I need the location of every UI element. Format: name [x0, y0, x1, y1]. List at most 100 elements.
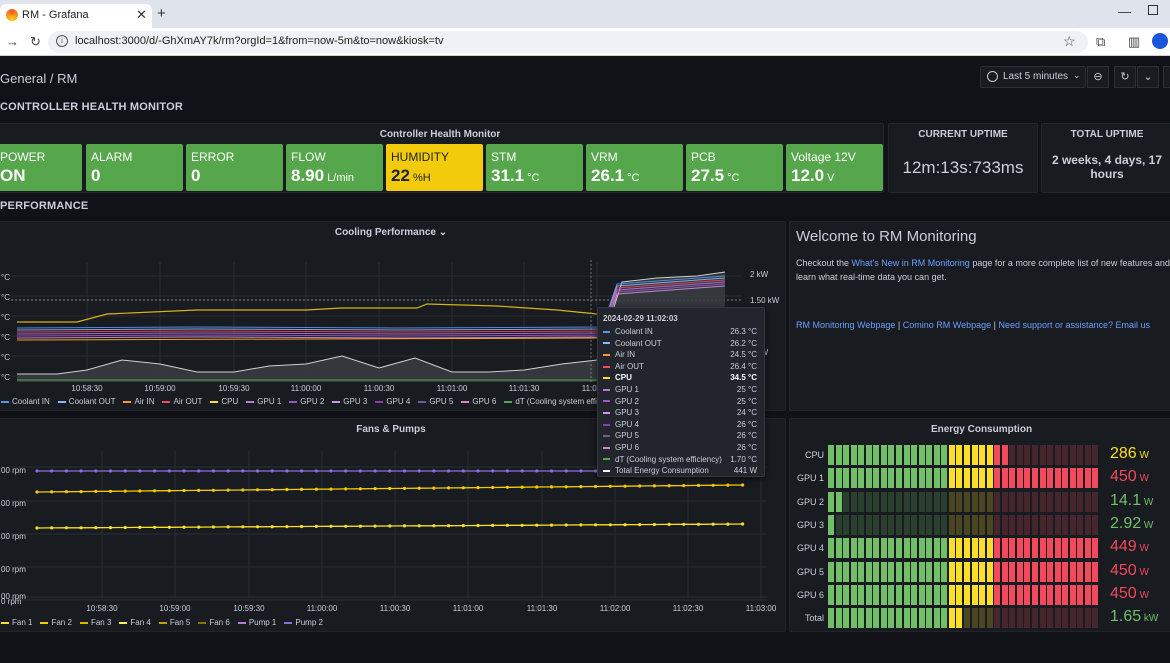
comino-webpage-link[interactable]: Comino RM Webpage — [902, 320, 992, 330]
refresh-button[interactable]: ↻ — [1114, 66, 1136, 88]
time-range-picker[interactable]: Last 5 minutes ⌄ — [980, 66, 1086, 88]
gauge-cell — [994, 584, 1001, 605]
forward-icon[interactable]: → — [6, 34, 19, 49]
fan-series-lower-point — [667, 522, 671, 526]
minimize-icon[interactable]: — — [1118, 4, 1131, 19]
fan-series-lower-point — [682, 522, 686, 526]
cooling-title[interactable]: Cooling Performance — [334, 227, 436, 238]
fan-series-lower-point — [579, 523, 583, 527]
energy-value: 450 W — [1110, 585, 1149, 603]
legend-item[interactable]: GPU 5 — [418, 397, 453, 406]
gauge-cell — [926, 561, 933, 582]
sidepanel-icon[interactable]: ▥ — [1128, 34, 1141, 49]
fan-series-lower-point — [652, 522, 657, 527]
legend-item[interactable]: Air IN — [123, 397, 154, 406]
pump-series-point — [270, 469, 274, 473]
extensions-icon[interactable]: ⧉ — [1096, 34, 1106, 49]
close-tab-icon[interactable]: ✕ — [136, 7, 147, 22]
tooltip-time: 2024-02-29 11:02:03 — [603, 314, 678, 323]
maximize-icon[interactable] — [1148, 5, 1158, 15]
gauge-cell — [835, 468, 842, 489]
row-performance[interactable]: PERFORMANCE — [0, 200, 89, 212]
bookmark-star-icon[interactable]: ☆ — [1063, 33, 1076, 49]
legend-label: GPU 1 — [257, 397, 282, 406]
gauge-cell — [896, 584, 903, 605]
legend-item[interactable]: Coolant OUT — [57, 397, 115, 406]
more-button[interactable] — [1163, 66, 1170, 88]
gauge-cell — [880, 561, 887, 582]
legend-item[interactable]: Pump 1 — [237, 618, 276, 627]
browser-tab[interactable]: RM - Grafana ✕ — [0, 4, 152, 28]
gauge-cell — [964, 468, 971, 489]
gauge-cell — [865, 514, 872, 535]
stat-value: 31.1 °C — [491, 166, 540, 186]
site-info-icon[interactable]: i — [56, 35, 68, 47]
legend-item[interactable]: GPU 6 — [461, 397, 496, 406]
gauge-cell — [1092, 584, 1099, 605]
gauge-cell — [1084, 491, 1091, 512]
gauge-cell — [850, 491, 857, 512]
gauge-cell — [1009, 468, 1016, 489]
stat-unit: L/min — [324, 172, 355, 184]
row-controller-health[interactable]: CONTROLLER HEALTH MONITOR — [0, 101, 184, 113]
gauge-cell — [843, 445, 850, 465]
legend-item[interactable]: Fan 6 — [198, 618, 230, 627]
stat-value: ON — [0, 166, 26, 186]
legend-item[interactable]: dT (Cooling system efficiency) — [504, 397, 622, 406]
x-tick-label: 10:59:00 — [159, 604, 191, 613]
fan-series-lower-point — [402, 524, 407, 528]
legend-item[interactable]: GPU 4 — [375, 397, 410, 406]
gauge-cell — [1077, 584, 1084, 605]
legend-item[interactable]: Fan 2 — [40, 618, 72, 627]
fan-series-lower-point — [564, 523, 568, 527]
energy-label: GPU 4 — [796, 543, 824, 554]
reload-icon[interactable]: ↻ — [30, 34, 41, 49]
fan-series-lower-point — [388, 524, 392, 528]
legend-item[interactable]: GPU 1 — [246, 397, 281, 406]
refresh-interval-button[interactable]: ⌄ — [1137, 66, 1159, 88]
legend-item[interactable]: Fan 3 — [79, 618, 111, 627]
profile-avatar[interactable] — [1152, 33, 1168, 49]
gauge-cell — [1077, 514, 1084, 535]
address-bar[interactable]: i localhost:3000/d/-GhXmAY7k/rm?orgId=1&… — [48, 31, 1088, 53]
series-name: GPU 4 — [615, 419, 640, 429]
gauge-cell — [1084, 584, 1091, 605]
gauge-cell — [1069, 514, 1076, 535]
legend-item[interactable]: GPU 2 — [289, 397, 324, 406]
gauge-cell — [1054, 608, 1061, 629]
legend-item[interactable]: CPU — [210, 397, 238, 406]
legend-swatch — [1, 400, 9, 403]
series-name: Air IN — [615, 350, 635, 360]
stat-number: 12.0 — [791, 166, 825, 185]
legend-item[interactable]: Air OUT — [162, 397, 202, 406]
url-text[interactable]: localhost:3000/d/-GhXmAY7k/rm?orgId=1&fr… — [75, 35, 444, 47]
gauge-cell — [918, 445, 925, 465]
series-name: CPU — [615, 373, 632, 383]
legend-item[interactable]: Coolant IN — [1, 397, 50, 406]
fan-series-lower — [35, 522, 745, 530]
breadcrumb[interactable]: General / RM — [0, 71, 78, 86]
rm-webpage-link[interactable]: RM Monitoring Webpage — [796, 320, 896, 330]
gauge-cell — [956, 561, 963, 582]
series-name: Air OUT — [615, 361, 644, 371]
gauge-cell — [1009, 561, 1016, 582]
zoom-out-button[interactable]: ⊖ — [1087, 66, 1109, 88]
fan-series-upper-point — [652, 484, 657, 488]
support-link[interactable]: Need support or assistance? Email us — [998, 320, 1151, 330]
legend-item[interactable]: Pump 2 — [284, 618, 323, 627]
separator: | — [991, 320, 999, 330]
legend-item[interactable]: Fan 5 — [158, 618, 190, 627]
stat-value: 26.1 °C — [591, 166, 640, 186]
tooltip-row: GPU 3 24 °C — [603, 408, 761, 417]
new-tab-button[interactable]: + — [157, 5, 166, 22]
legend-item[interactable]: GPU 3 — [332, 397, 367, 406]
legend-item[interactable]: Fan 1 — [1, 618, 32, 627]
gauge-cell — [1024, 561, 1031, 582]
energy-number: 286 — [1110, 445, 1137, 462]
gauge-cell — [903, 468, 910, 489]
gauge-cell — [1016, 561, 1023, 582]
whats-new-link[interactable]: What's New in RM Monitoring — [851, 258, 970, 268]
fan-series-upper-point — [35, 490, 39, 494]
legend-item[interactable]: Fan 4 — [119, 618, 151, 627]
